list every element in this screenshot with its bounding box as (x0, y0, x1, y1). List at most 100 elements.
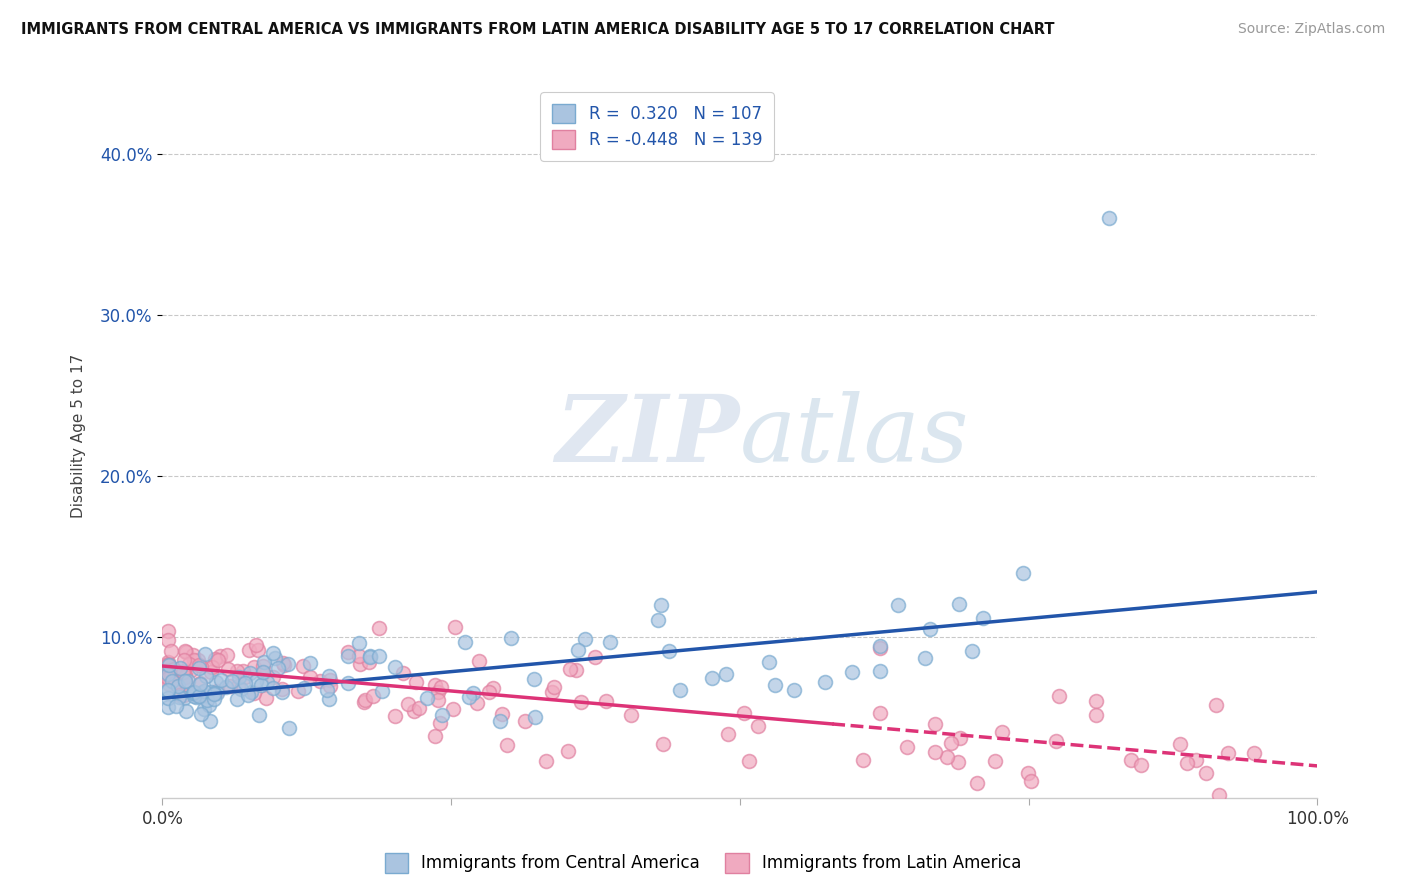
Point (1017, 765, 1039, 780)
Point (423, 678, 446, 692)
Point (1243, 747, 1265, 761)
Point (869, 641, 891, 656)
Point (738, 754, 761, 768)
Point (481, 681, 503, 695)
Point (157, 677, 180, 691)
Point (292, 681, 315, 695)
Point (165, 699, 187, 714)
Point (236, 688, 259, 702)
Point (226, 664, 249, 678)
Point (298, 656, 321, 670)
Point (1047, 689, 1070, 703)
Point (461, 686, 484, 700)
Point (198, 698, 221, 712)
Point (359, 648, 381, 663)
Point (318, 691, 340, 706)
Point (984, 754, 1007, 768)
Point (972, 611, 994, 625)
Point (190, 659, 212, 673)
Point (165, 674, 187, 689)
Point (188, 676, 211, 690)
Point (404, 704, 426, 718)
Point (1185, 753, 1208, 767)
Point (1208, 788, 1230, 802)
Point (430, 708, 453, 723)
Point (188, 661, 211, 675)
Point (318, 673, 340, 688)
Point (200, 714, 222, 728)
Point (177, 673, 200, 688)
Point (557, 744, 579, 758)
Y-axis label: Disability Age 5 to 17: Disability Age 5 to 17 (72, 353, 86, 517)
Point (700, 671, 723, 685)
Point (278, 721, 301, 735)
Point (367, 648, 389, 663)
Point (157, 657, 180, 672)
Point (238, 643, 260, 657)
Point (669, 682, 692, 697)
Point (188, 658, 211, 673)
Point (924, 745, 946, 759)
Point (219, 679, 242, 693)
Point (523, 710, 546, 724)
Point (651, 737, 673, 751)
Point (174, 644, 197, 658)
Point (202, 686, 225, 700)
Point (233, 675, 256, 690)
Point (319, 679, 342, 693)
Point (416, 691, 439, 706)
Point (173, 673, 195, 688)
Point (233, 670, 256, 684)
Point (250, 678, 273, 692)
Point (384, 709, 406, 723)
Point (367, 621, 389, 635)
Point (384, 660, 406, 674)
Point (157, 700, 180, 714)
Point (157, 633, 180, 648)
Point (936, 750, 959, 764)
Point (1175, 756, 1198, 771)
Point (243, 686, 266, 700)
Point (658, 644, 681, 658)
Point (353, 695, 375, 709)
Point (217, 662, 239, 676)
Point (441, 702, 464, 716)
Point (157, 624, 180, 638)
Point (465, 696, 488, 710)
Point (501, 631, 523, 645)
Point (1216, 746, 1239, 760)
Point (924, 716, 946, 731)
Point (256, 675, 278, 690)
Point (336, 649, 359, 664)
Point (869, 706, 891, 720)
Point (273, 658, 295, 673)
Point (193, 683, 215, 698)
Point (252, 658, 274, 673)
Point (315, 682, 337, 697)
Point (183, 648, 205, 662)
Point (1098, 211, 1121, 225)
Point (783, 683, 806, 698)
Point (454, 635, 477, 649)
Point (174, 644, 197, 658)
Point (208, 648, 231, 663)
Point (515, 714, 537, 728)
Point (157, 690, 180, 705)
Point (194, 647, 217, 661)
Point (430, 680, 453, 694)
Point (195, 692, 218, 706)
Point (841, 665, 863, 679)
Point (157, 656, 180, 670)
Point (946, 755, 969, 769)
Point (347, 648, 370, 663)
Point (405, 675, 427, 690)
Point (247, 643, 270, 657)
Point (1019, 773, 1042, 788)
Point (960, 644, 983, 658)
Point (159, 669, 181, 683)
Point (277, 657, 299, 671)
Point (354, 692, 377, 706)
Point (231, 682, 253, 697)
Point (202, 688, 225, 702)
Point (183, 687, 205, 701)
